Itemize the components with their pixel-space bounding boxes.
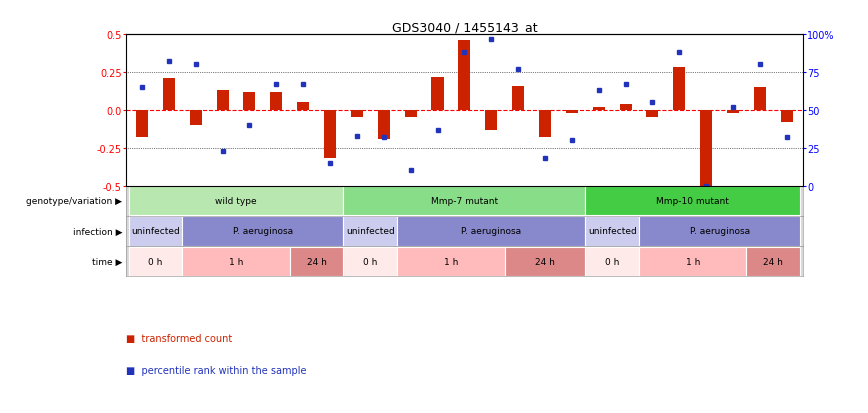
Bar (639, 217, 800, 246)
Bar (190, 111, 201, 126)
Text: P. aeruginosa: P. aeruginosa (233, 227, 293, 236)
Bar (398, 247, 504, 276)
Bar (700, 111, 713, 186)
Bar (324, 111, 336, 159)
Text: 1 h: 1 h (229, 257, 243, 266)
Bar (504, 247, 585, 276)
Bar (344, 247, 398, 276)
Text: 24 h: 24 h (535, 257, 555, 266)
Bar (585, 187, 800, 216)
Text: uninfected: uninfected (346, 227, 395, 236)
Text: 0 h: 0 h (148, 257, 162, 266)
Bar (290, 247, 344, 276)
Text: 1 h: 1 h (444, 257, 458, 266)
Text: infection ▶: infection ▶ (73, 227, 122, 236)
Bar (297, 103, 309, 111)
Bar (620, 104, 632, 111)
Text: Mmp-7 mutant: Mmp-7 mutant (431, 197, 498, 206)
Text: Mmp-10 mutant: Mmp-10 mutant (656, 197, 729, 206)
Bar (485, 111, 497, 130)
Bar (539, 111, 551, 138)
Bar (243, 93, 255, 111)
Bar (746, 247, 800, 276)
Text: time ▶: time ▶ (92, 257, 122, 266)
Bar (727, 111, 739, 114)
Bar (404, 111, 417, 118)
Text: genotype/variation ▶: genotype/variation ▶ (27, 197, 122, 206)
Bar (344, 217, 398, 246)
Bar (128, 247, 182, 276)
Bar (639, 247, 746, 276)
Text: 0 h: 0 h (363, 257, 378, 266)
Text: ■  transformed count: ■ transformed count (126, 334, 232, 344)
Bar (566, 111, 578, 114)
Bar (431, 77, 444, 111)
Bar (780, 111, 792, 123)
Text: 24 h: 24 h (306, 257, 326, 266)
Bar (128, 217, 182, 246)
Bar (182, 217, 344, 246)
Bar (593, 107, 605, 111)
Text: wild type: wild type (215, 197, 257, 206)
Text: 0 h: 0 h (605, 257, 620, 266)
Bar (754, 88, 766, 111)
Bar (182, 247, 290, 276)
Text: ■  percentile rank within the sample: ■ percentile rank within the sample (126, 365, 306, 375)
Bar (585, 247, 639, 276)
Bar (351, 111, 363, 118)
Bar (398, 217, 585, 246)
Text: uninfected: uninfected (588, 227, 636, 236)
Title: GDS3040 / 1455143_at: GDS3040 / 1455143_at (391, 21, 537, 34)
Bar (647, 111, 659, 118)
Bar (458, 41, 470, 111)
Bar (512, 86, 524, 111)
Bar (270, 93, 282, 111)
Bar (674, 68, 686, 111)
Text: P. aeruginosa: P. aeruginosa (461, 227, 522, 236)
Bar (216, 91, 228, 111)
Text: 1 h: 1 h (686, 257, 700, 266)
Bar (128, 187, 344, 216)
Text: P. aeruginosa: P. aeruginosa (689, 227, 750, 236)
Bar (378, 111, 390, 139)
Bar (136, 111, 148, 138)
Bar (585, 217, 639, 246)
Bar (344, 187, 585, 216)
Bar (163, 79, 174, 111)
Text: uninfected: uninfected (131, 227, 180, 236)
Text: 24 h: 24 h (764, 257, 783, 266)
